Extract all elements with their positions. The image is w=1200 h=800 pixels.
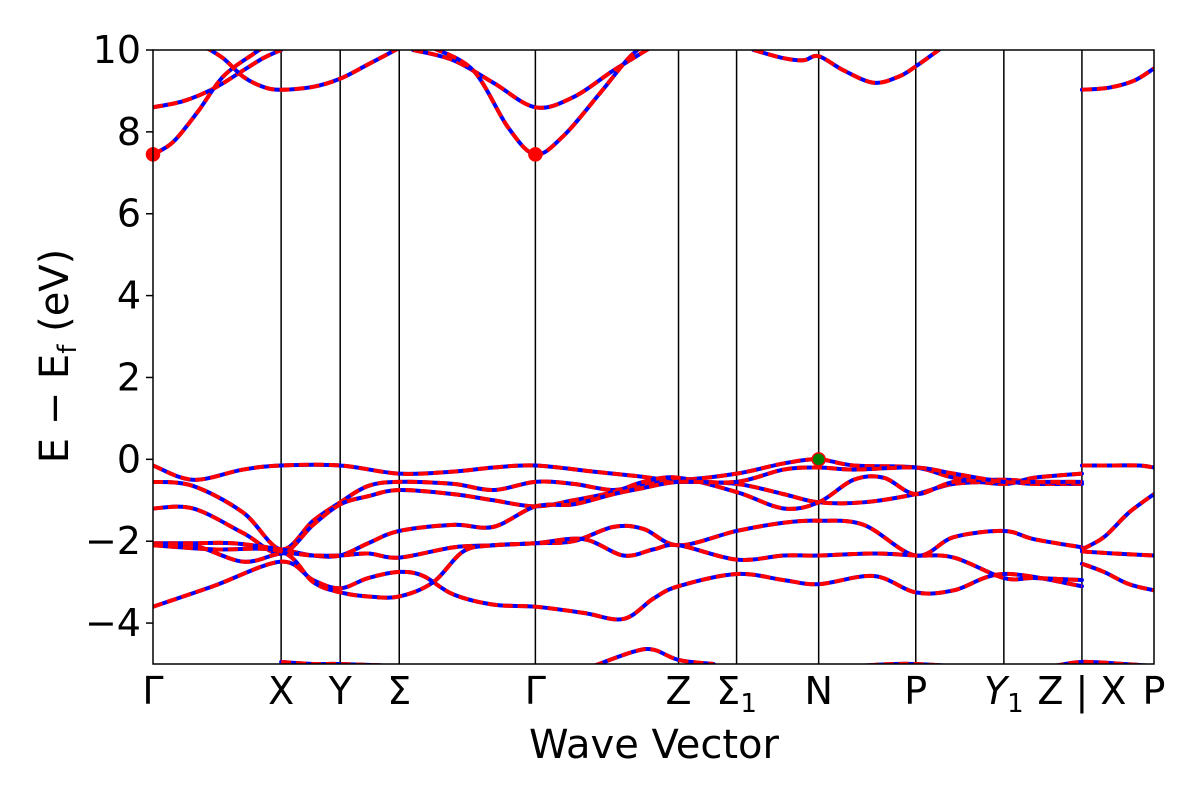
band-5-spin-up [753,50,940,85]
x-axis-ticks: Γ X Y Σ Γ Z Σ1 N P Y1 Z | X P [142,669,1165,719]
x-tick-label-10: Z | X [1037,669,1126,714]
y-tick-label-7: 10 [93,28,141,72]
x-axis-label: Wave Vector [529,722,780,768]
band-12-spin-up [153,559,1083,622]
x-tick-label-2: Y [328,669,353,713]
vbm-marker-2 [811,452,826,467]
y-tick-label-4: 4 [117,274,141,318]
band-21-spin-up [1081,561,1154,593]
y-tick-label-5: 6 [117,192,141,236]
band-2-spin-up [206,50,400,92]
band-7-spin-up [153,457,1083,486]
x-tick-label-5: Z [666,669,692,713]
y-tick-label-2: 0 [117,437,141,481]
extrema-markers [145,147,826,467]
band-5-spin-down [751,50,941,85]
plot-frame [152,49,1155,665]
band-1-spin-up [153,50,264,157]
bands [153,50,1154,664]
band-18-spin-up [1081,463,1154,470]
band-6-spin-up [1081,66,1154,92]
band-15-spin-up [593,647,714,664]
band-19-spin-up [1080,492,1154,552]
y-axis-label-main: E − E [32,354,78,464]
band-3-spin-up [412,50,651,110]
x-tick-label-11: P [1143,669,1166,713]
x-tick-label-4: Γ [525,669,546,713]
y-axis-label-sub: f [53,344,83,354]
x-tick-label-0: Γ [142,669,163,713]
band-20-spin-up [1081,549,1154,558]
band-1-spin-down [153,50,264,157]
y-axis-label-unit: (eV) [32,249,78,345]
band-13-spin-up [153,536,1083,600]
y-tick-label-3: 2 [117,355,141,399]
y-axis-ticks: −4 −2 0 2 4 6 8 10 [85,28,153,645]
x-tick-label-7: N [804,669,832,713]
y-tick-label-1: −2 [85,519,141,563]
x-tick-label-9: Y1 [984,669,1024,719]
y-tick-label-0: −4 [85,601,141,645]
x-tick-label-8: P [904,669,927,713]
band-16-spin-up [1054,659,1154,664]
x-tick-label-1: X [268,669,294,713]
band-0-spin-up [153,50,282,110]
x-tick-label-6: Σ1 [716,669,757,719]
y-axis-label: E − Ef (eV) [32,249,83,464]
x-tick-label-3: Σ [387,669,411,713]
band-14-spin-down [279,659,398,664]
y-tick-label-6: 8 [117,110,141,154]
band-4-spin-up [432,50,642,157]
cbm-marker-1 [528,147,543,162]
